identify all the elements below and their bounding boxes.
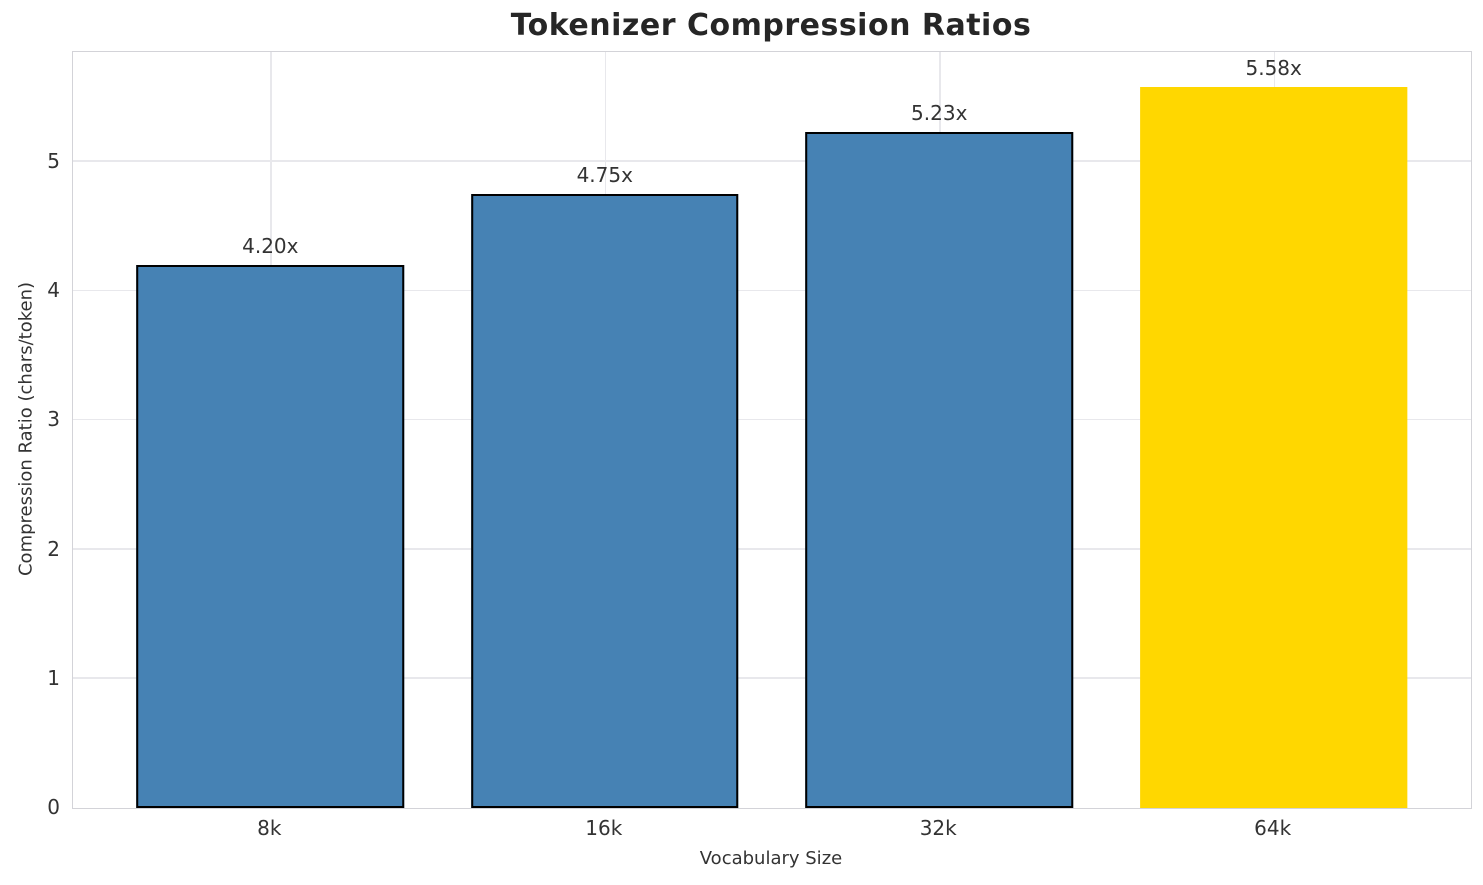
y-axis-tick-labels: 0 1 2 3 4 5 [0,51,60,817]
chart-title: Tokenizer Compression Ratios [510,8,1032,43]
y-gridline [73,677,1471,679]
y-tick-label: 3 [47,407,60,432]
bar-64k [1139,86,1408,808]
bar-16k [470,194,739,808]
bar-8k [136,265,405,808]
y-gridline [73,418,1471,421]
x-axis-label: Vocabulary Size [699,848,843,869]
y-tick-label: 5 [47,148,60,173]
x-tick-label: 32k [919,816,957,840]
y-axis-label: Compression Ratio (chars/token) [15,281,37,577]
bar-value-label: 5.23x [911,101,968,126]
y-tick-label: 4 [47,278,60,303]
x-axis-tick-labels: 8k 16k 32k 64k [72,809,1470,841]
bar-value-label: 4.75x [576,163,633,188]
x-tick-label: 8k [257,816,282,840]
plot-area: 4.20x 4.75x 5.23x 5.58x [72,51,1472,809]
bar-32k [805,132,1073,808]
y-tick-label: 2 [47,536,60,561]
x-tick-label: 16k [585,816,623,840]
y-tick-label: 0 [47,795,60,819]
y-gridline [73,160,1471,162]
x-tick-label: 64k [1254,816,1292,840]
bar-value-label: 5.58x [1245,55,1302,80]
y-tick-label: 1 [47,665,60,690]
y-gridline [73,548,1471,550]
y-gridline [73,289,1471,292]
bar-value-label: 4.20x [242,234,299,259]
